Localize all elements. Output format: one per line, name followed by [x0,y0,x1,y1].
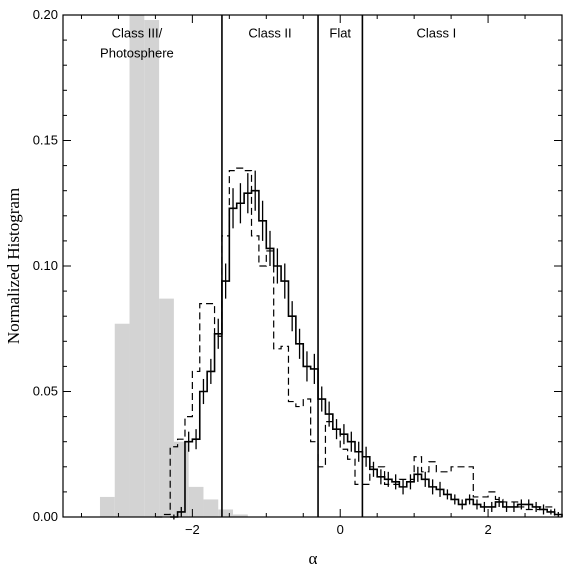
photosphere-bar [218,509,234,517]
photosphere-bar [144,20,160,518]
class-labels: Class III/Photosphere Class II Flat Class I [100,26,456,61]
x-tick-label: 0 [337,522,344,537]
photosphere-bar [159,298,174,517]
x-tick-label: −2 [185,522,200,537]
class-label: Class II [248,26,291,41]
y-tick-label: 0.00 [33,509,58,524]
y-tick-label: 0.15 [33,133,58,148]
photosphere-bar [99,496,115,517]
y-tick-label: 0.20 [33,7,58,22]
class-label: Class III/ [112,26,163,41]
x-axis-label: α [309,549,318,568]
photosphere-bar [114,323,130,517]
class-label: Class I [416,26,456,41]
y-axis-label: Normalized Histogram [4,188,23,344]
photosphere-bar [233,514,248,517]
x-tick-label: 2 [484,522,491,537]
y-tick-label: 0.10 [33,258,58,273]
photosphere-bar [173,441,189,517]
photosphere-bar [203,499,219,517]
class-label: Flat [329,26,351,41]
class-label: Photosphere [100,46,174,61]
y-tick-label: 0.05 [33,384,58,399]
photosphere-bar [129,15,145,517]
photosphere-bar [188,486,204,517]
axes: −2 0 2 0.00 0.05 0.10 0.15 0.20 [33,7,563,537]
class-boundaries [221,15,364,517]
